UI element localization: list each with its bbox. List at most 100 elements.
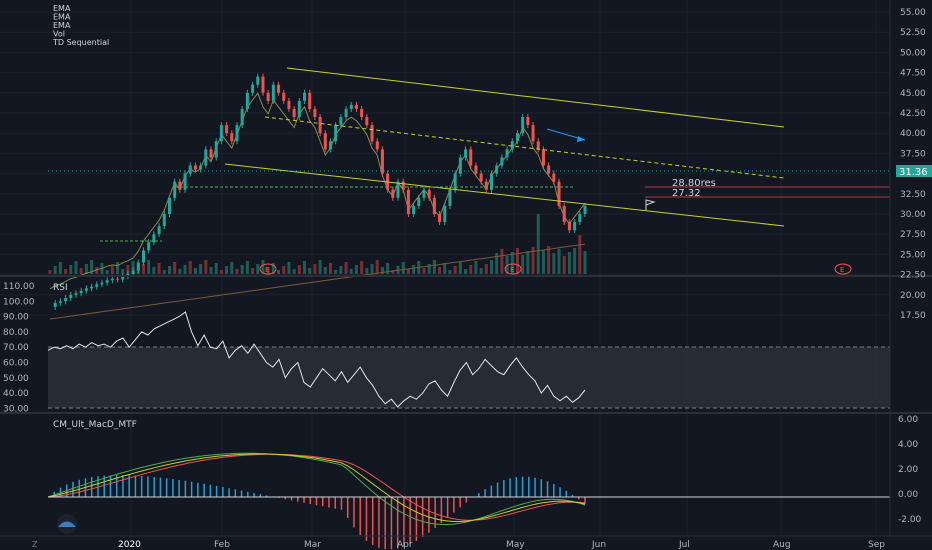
candle-body [271,84,275,101]
volume-bar [334,270,338,274]
volume-bar [557,249,561,274]
channel-upper-line[interactable] [286,67,785,128]
volume-bar [380,267,384,274]
volume-bar [500,249,504,274]
macd-axis[interactable]: 6.00 4.00 2.00 0.00 -2.00 [898,415,922,525]
rsi-tick-label: 60.00 [3,359,29,369]
macd-tick-label: 4.00 [898,440,918,450]
rsi-axis[interactable]: 110.00 100.00 90.00 80.00 70.00 60.00 50.00 40.… [3,282,35,414]
indicator-legend-item[interactable]: TD Sequential [52,38,109,47]
volume-bar [303,261,307,274]
rsi-title[interactable]: RSI [53,283,68,293]
macd-tick-label: -2.00 [898,515,922,525]
volume-bar [438,267,442,274]
candle-body [344,108,348,118]
candle-body [261,76,265,93]
candle-body [557,181,561,206]
candle-body [199,165,203,170]
volume-bar [64,269,68,274]
candle-body [370,125,374,142]
candle-body [235,125,239,142]
volume-bar [141,264,145,274]
rsi-tick-label: 110.00 [3,282,35,292]
candle-body [438,214,442,223]
channel-lower-line[interactable] [224,163,785,227]
volume-bar [531,247,535,274]
price-axis[interactable]: 55.00 52.50 50.00 47.50 45.00 42.50 40.00 37.50… [900,8,926,321]
candle-body [245,92,249,109]
volume-bar [318,260,322,274]
price-tick-label: 55.00 [900,8,926,18]
support-label: 27.32 [672,188,701,199]
volume-bar [448,270,452,274]
candle-body [79,290,83,294]
time-axis[interactable]: 2020 Feb Mar Apr May Jun Jul Aug Sep [118,540,885,550]
price-tick-label: 40.00 [900,129,926,139]
price-tick-label: 45.00 [900,89,926,99]
candle-body [152,234,156,243]
candle-body [567,222,571,231]
earnings-marker[interactable] [259,263,277,275]
volume-bar [74,261,78,274]
macd-line [47,452,586,525]
candle-body [448,189,452,206]
volume-bar [193,268,197,274]
candle-body [453,173,457,190]
macd-tick-label: 2.00 [898,465,918,475]
candle-body [183,173,187,190]
volume-bar [105,270,109,274]
candle-body [84,288,88,291]
volume-bar [541,250,545,274]
volume-bar [235,269,239,274]
candle-body [90,286,94,289]
price-candles [53,73,587,310]
rsi-tick-label: 70.00 [3,343,29,353]
volume-bar [188,261,192,274]
earnings-marker-label: E [840,266,844,274]
flag-icon[interactable] [645,199,656,210]
volume-bar [313,264,317,274]
candle-body [401,181,405,190]
channel-mid-dashed-line[interactable] [264,116,785,179]
price-tick-label: 20.00 [900,291,926,301]
trend-channel[interactable] [100,67,785,242]
rsi-band [48,347,890,408]
candle-body [328,141,332,150]
time-tick-label: Feb [214,540,230,550]
candle-body [417,197,421,206]
indicator-legend-item[interactable]: EMA [53,4,71,13]
indicator-legend-item[interactable]: EMA [53,21,71,30]
candle-body [188,165,192,174]
earnings-marker[interactable] [834,263,852,275]
volume-bar [287,262,291,274]
candle-body [396,181,400,198]
volume-bar [583,251,587,274]
candle-body [380,149,384,174]
candle-body [105,280,109,283]
volume-bar [562,256,566,274]
earnings-marker[interactable] [504,263,522,275]
volume-bar [266,267,270,274]
candle-body [292,108,296,118]
volume-bar [58,262,62,274]
candle-body [173,181,177,198]
indicator-legend-item[interactable]: EMA [53,13,71,22]
candle-body [318,117,322,134]
candle-body [303,92,307,101]
volume-bar [375,260,379,274]
candle-body [141,250,145,263]
timezone-icon[interactable]: Z [32,540,38,549]
volume-bar [474,261,478,274]
macd-title[interactable]: CM_Ult_MacD_MTF [53,420,137,430]
volume-bar [536,214,540,274]
logo-icon[interactable] [57,514,77,534]
volume-bars [48,214,587,274]
candle-body [334,125,338,142]
indicator-legend-item[interactable]: Vol [53,30,65,39]
volume-bar [251,268,255,274]
resistance-label: 28.80res [672,178,716,189]
candle-body [469,149,473,166]
